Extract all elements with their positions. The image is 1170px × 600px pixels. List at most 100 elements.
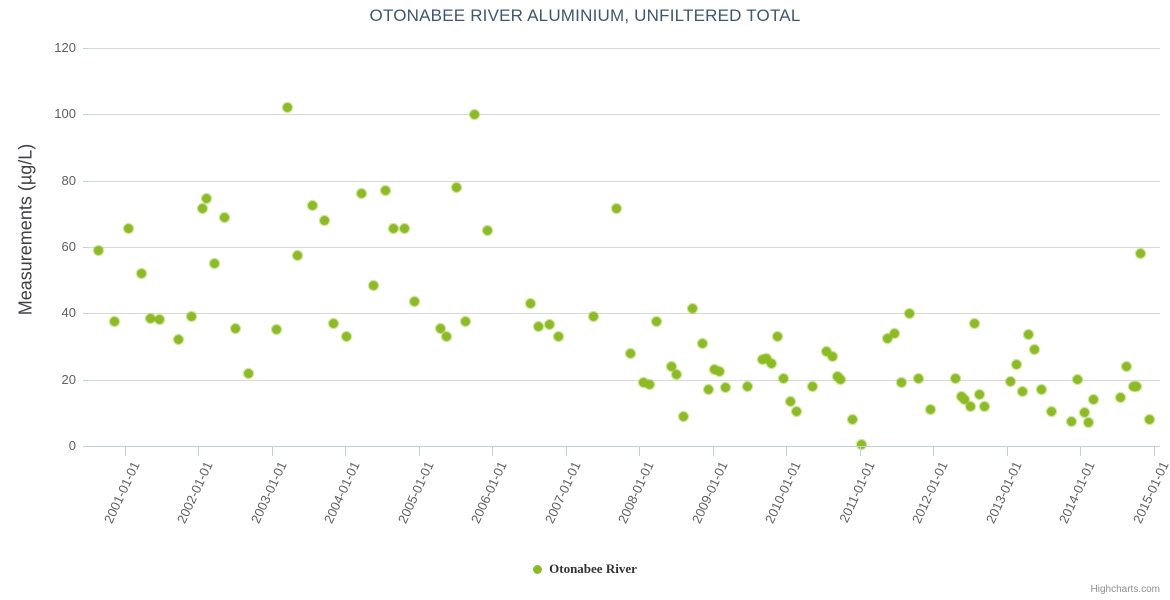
- scatter-point[interactable]: [1030, 345, 1040, 355]
- scatter-point[interactable]: [697, 338, 707, 348]
- scatter-point[interactable]: [828, 351, 838, 361]
- scatter-point[interactable]: [186, 312, 196, 322]
- scatter-point[interactable]: [679, 411, 689, 421]
- scatter-point[interactable]: [742, 381, 752, 391]
- scatter-point[interactable]: [470, 109, 480, 119]
- scatter-point[interactable]: [672, 370, 682, 380]
- scatter-point[interactable]: [154, 315, 164, 325]
- scatter-point[interactable]: [589, 312, 599, 322]
- scatter-point[interactable]: [721, 383, 731, 393]
- scatter-point[interactable]: [436, 323, 446, 333]
- scatter-point[interactable]: [1116, 393, 1126, 403]
- scatter-point[interactable]: [767, 358, 777, 368]
- scatter-point[interactable]: [341, 332, 351, 342]
- scatter-point[interactable]: [905, 308, 914, 318]
- scatter-point[interactable]: [975, 390, 985, 400]
- scatter-point[interactable]: [460, 317, 470, 327]
- scatter-point[interactable]: [960, 395, 970, 405]
- scatter-point[interactable]: [307, 201, 317, 211]
- scatter-point[interactable]: [612, 204, 622, 214]
- scatter-point[interactable]: [1088, 395, 1098, 405]
- scatter-point[interactable]: [442, 332, 452, 342]
- scatter-point[interactable]: [704, 385, 713, 395]
- scatter-point[interactable]: [979, 401, 989, 411]
- scatter-point[interactable]: [687, 303, 697, 313]
- scatter-point[interactable]: [483, 225, 493, 235]
- scatter-point[interactable]: [219, 212, 229, 222]
- scatter-point[interactable]: [1079, 408, 1089, 418]
- x-axis-tick-mark: [271, 447, 273, 456]
- scatter-point[interactable]: [1046, 406, 1056, 416]
- scatter-point[interactable]: [857, 439, 867, 449]
- scatter-point[interactable]: [243, 368, 253, 378]
- scatter-point[interactable]: [1144, 414, 1154, 424]
- scatter-point[interactable]: [1012, 360, 1022, 370]
- scatter-point[interactable]: [1135, 249, 1145, 259]
- scatter-point[interactable]: [966, 401, 976, 411]
- x-axis-tick-label: 2014-01-01: [1056, 459, 1098, 526]
- scatter-point[interactable]: [534, 322, 544, 332]
- scatter-point[interactable]: [791, 406, 801, 416]
- scatter-point[interactable]: [715, 366, 725, 376]
- scatter-point[interactable]: [320, 215, 330, 225]
- scatter-point[interactable]: [544, 320, 554, 330]
- scatter-point[interactable]: [626, 348, 636, 358]
- scatter-point[interactable]: [950, 373, 960, 383]
- scatter-point[interactable]: [889, 328, 899, 338]
- scatter-point[interactable]: [779, 373, 789, 383]
- scatter-point[interactable]: [202, 194, 211, 204]
- scatter-point[interactable]: [644, 380, 654, 390]
- scatter-point[interactable]: [283, 103, 293, 113]
- scatter-point[interactable]: [231, 323, 241, 333]
- scatter-point[interactable]: [329, 318, 339, 328]
- scatter-point[interactable]: [526, 298, 536, 308]
- scatter-point[interactable]: [1036, 385, 1046, 395]
- scatter-point[interactable]: [272, 325, 282, 335]
- scatter-point[interactable]: [710, 365, 720, 375]
- scatter-point[interactable]: [451, 182, 461, 192]
- scatter-point[interactable]: [773, 332, 783, 342]
- x-axis-tick-mark: [198, 447, 200, 456]
- scatter-point[interactable]: [369, 280, 378, 290]
- scatter-point[interactable]: [388, 224, 398, 234]
- scatter-point[interactable]: [124, 224, 134, 234]
- scatter-point[interactable]: [762, 353, 772, 363]
- scatter-point[interactable]: [293, 250, 303, 260]
- scatter-point[interactable]: [1122, 361, 1132, 371]
- scatter-point[interactable]: [146, 313, 156, 323]
- scatter-point[interactable]: [926, 405, 936, 415]
- scatter-point[interactable]: [1006, 376, 1016, 386]
- scatter-point[interactable]: [197, 204, 207, 214]
- scatter-point[interactable]: [638, 378, 648, 388]
- scatter-point[interactable]: [93, 245, 103, 255]
- scatter-point[interactable]: [137, 269, 147, 279]
- scatter-point[interactable]: [883, 333, 893, 343]
- scatter-point[interactable]: [110, 317, 120, 327]
- scatter-point[interactable]: [381, 186, 391, 196]
- scatter-point[interactable]: [1073, 375, 1083, 385]
- scatter-point[interactable]: [807, 381, 817, 391]
- scatter-point[interactable]: [1083, 418, 1093, 428]
- scatter-point[interactable]: [785, 396, 795, 406]
- scatter-point[interactable]: [822, 346, 832, 356]
- scatter-point[interactable]: [356, 189, 366, 199]
- scatter-point[interactable]: [667, 361, 677, 371]
- scatter-point[interactable]: [1131, 381, 1141, 391]
- scatter-point[interactable]: [651, 317, 661, 327]
- scatter-point[interactable]: [174, 335, 184, 345]
- scatter-point[interactable]: [896, 378, 906, 388]
- legend-item-otonabee-river[interactable]: Otonabee River: [533, 561, 637, 577]
- scatter-point[interactable]: [970, 318, 980, 328]
- scatter-point[interactable]: [399, 224, 409, 234]
- scatter-point[interactable]: [914, 373, 924, 383]
- scatter-point[interactable]: [1067, 416, 1077, 426]
- scatter-point[interactable]: [835, 375, 845, 385]
- scatter-point[interactable]: [209, 259, 219, 269]
- scatter-point[interactable]: [410, 297, 420, 307]
- scatter-point[interactable]: [1024, 330, 1034, 340]
- scatter-point[interactable]: [1018, 386, 1028, 396]
- scatter-point[interactable]: [847, 414, 857, 424]
- scatter-point[interactable]: [553, 332, 563, 342]
- highcharts-credit-link[interactable]: Highcharts.com: [1090, 584, 1160, 595]
